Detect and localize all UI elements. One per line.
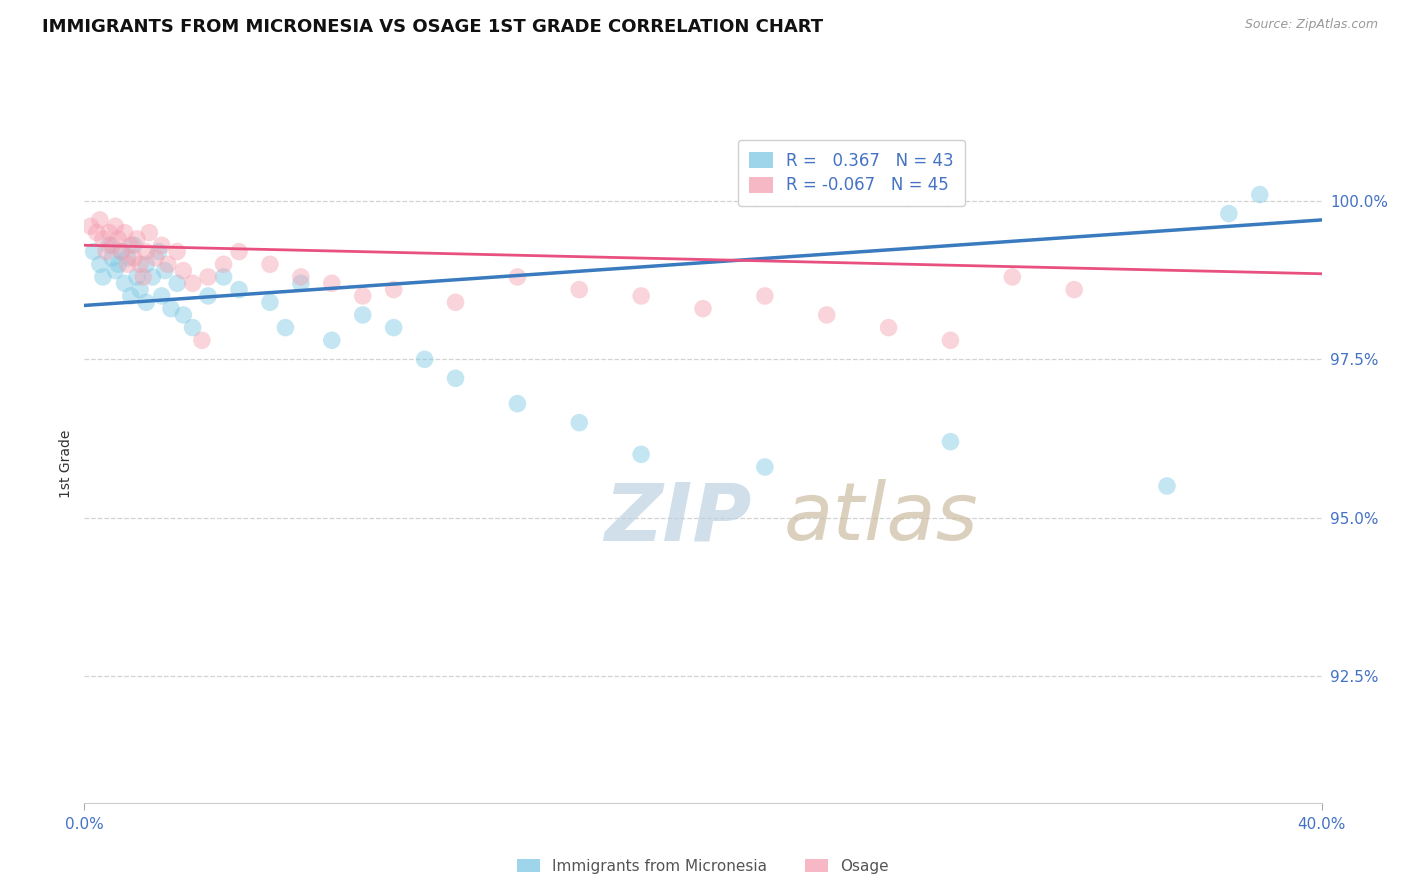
- Point: [197, 289, 219, 303]
- Text: atlas: atlas: [783, 479, 979, 558]
- Point: [107, 257, 129, 271]
- Point: [129, 257, 152, 271]
- Point: [153, 263, 176, 277]
- Point: [181, 320, 204, 334]
- Point: [135, 244, 157, 259]
- Legend: R =   0.367   N = 43, R = -0.067   N = 45: R = 0.367 N = 43, R = -0.067 N = 45: [738, 140, 966, 206]
- Point: [212, 257, 235, 271]
- Point: [259, 257, 281, 271]
- Point: [382, 283, 405, 297]
- Point: [135, 257, 157, 271]
- Point: [114, 226, 136, 240]
- Point: [568, 416, 591, 430]
- Point: [114, 277, 136, 291]
- Point: [150, 238, 173, 252]
- Point: [122, 238, 145, 252]
- Point: [145, 251, 167, 265]
- Text: Source: ZipAtlas.com: Source: ZipAtlas.com: [1244, 18, 1378, 31]
- Point: [568, 283, 591, 297]
- Point: [754, 289, 776, 303]
- Point: [191, 333, 214, 347]
- Point: [321, 277, 343, 291]
- Point: [630, 447, 652, 461]
- Point: [228, 283, 250, 297]
- Point: [166, 277, 188, 291]
- Point: [101, 238, 124, 252]
- Point: [110, 244, 132, 259]
- Point: [101, 251, 124, 265]
- Point: [382, 320, 405, 334]
- Point: [228, 244, 250, 259]
- Point: [104, 219, 127, 234]
- Point: [630, 289, 652, 303]
- Point: [1001, 269, 1024, 284]
- Point: [94, 244, 117, 259]
- Point: [89, 257, 111, 271]
- Point: [274, 320, 297, 334]
- Point: [352, 308, 374, 322]
- Point: [117, 251, 139, 265]
- Point: [148, 244, 170, 259]
- Point: [1156, 479, 1178, 493]
- Point: [135, 295, 157, 310]
- Point: [91, 232, 114, 246]
- Text: ZIP: ZIP: [605, 479, 751, 558]
- Point: [939, 333, 962, 347]
- Point: [352, 289, 374, 303]
- Point: [1063, 283, 1085, 297]
- Point: [132, 269, 155, 284]
- Text: IMMIGRANTS FROM MICRONESIA VS OSAGE 1ST GRADE CORRELATION CHART: IMMIGRANTS FROM MICRONESIA VS OSAGE 1ST …: [42, 18, 824, 36]
- Point: [290, 269, 312, 284]
- Y-axis label: 1st Grade: 1st Grade: [59, 430, 73, 498]
- Point: [122, 251, 145, 265]
- Point: [1218, 206, 1240, 220]
- Point: [79, 219, 101, 234]
- Point: [150, 289, 173, 303]
- Point: [98, 226, 121, 240]
- Point: [939, 434, 962, 449]
- Point: [120, 289, 142, 303]
- Point: [212, 269, 235, 284]
- Point: [181, 277, 204, 291]
- Point: [506, 397, 529, 411]
- Point: [444, 295, 467, 310]
- Point: [754, 460, 776, 475]
- Point: [160, 301, 183, 316]
- Point: [110, 244, 132, 259]
- Point: [692, 301, 714, 316]
- Point: [117, 257, 139, 271]
- Point: [413, 352, 436, 367]
- Point: [166, 244, 188, 259]
- Point: [141, 269, 163, 284]
- Legend: Immigrants from Micronesia, Osage: Immigrants from Micronesia, Osage: [510, 853, 896, 880]
- Point: [104, 263, 127, 277]
- Point: [321, 333, 343, 347]
- Point: [197, 269, 219, 284]
- Point: [444, 371, 467, 385]
- Point: [259, 295, 281, 310]
- Point: [156, 257, 179, 271]
- Point: [125, 232, 148, 246]
- Point: [877, 320, 900, 334]
- Point: [172, 308, 194, 322]
- Point: [815, 308, 838, 322]
- Point: [120, 238, 142, 252]
- Point: [107, 232, 129, 246]
- Point: [138, 226, 160, 240]
- Point: [290, 277, 312, 291]
- Point: [91, 269, 114, 284]
- Point: [506, 269, 529, 284]
- Point: [125, 269, 148, 284]
- Point: [172, 263, 194, 277]
- Point: [89, 213, 111, 227]
- Point: [1249, 187, 1271, 202]
- Point: [86, 226, 108, 240]
- Point: [83, 244, 105, 259]
- Point: [98, 238, 121, 252]
- Point: [129, 283, 152, 297]
